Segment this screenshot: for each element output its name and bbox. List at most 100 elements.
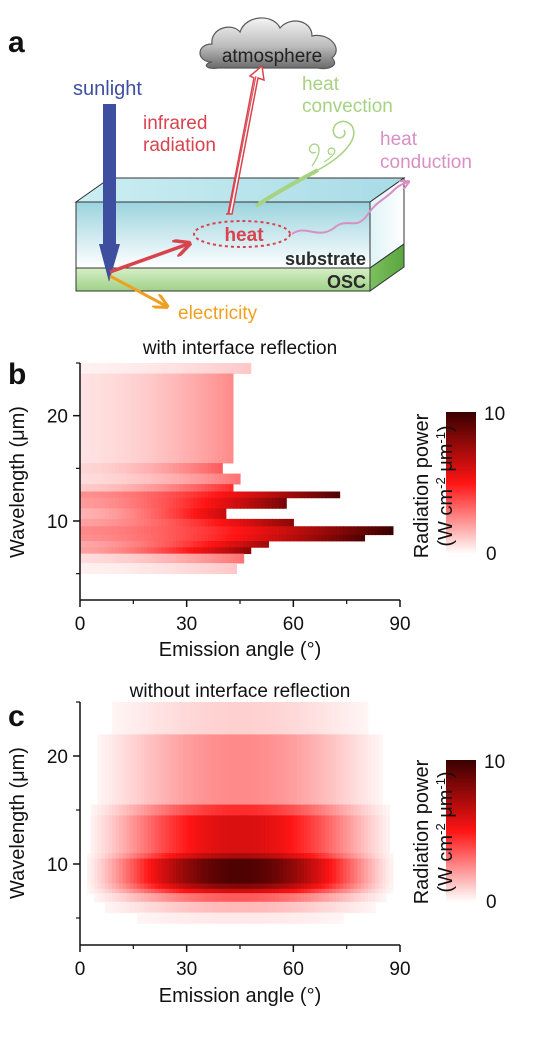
- heatmap-cell: [97, 563, 102, 575]
- heatmap-cell: [247, 363, 252, 374]
- heatmap-cell: [229, 883, 234, 890]
- heatmap-cell: [165, 541, 170, 548]
- heatmap-cell: [129, 804, 134, 816]
- x-tick-label: 90: [389, 959, 410, 980]
- heatmap-cell: [197, 893, 202, 903]
- heatmap-cell: [325, 734, 330, 805]
- heatmap-cell: [168, 553, 174, 564]
- heatmap-cell: [186, 508, 191, 520]
- heatmap-cell: [325, 804, 330, 816]
- heatmap-cell: [165, 912, 170, 924]
- heatmap-cell: [304, 912, 309, 924]
- heatmap-cell: [183, 912, 188, 924]
- heatmap-cell: [126, 373, 131, 464]
- heatmap-cell: [240, 518, 245, 527]
- heatmap-cell: [108, 484, 113, 492]
- atmosphere-cloud-icon: [199, 17, 337, 70]
- heatmap-cell: [378, 883, 383, 890]
- heatmap-cell: [147, 858, 152, 884]
- heatmap-cell: [307, 901, 312, 913]
- heatmap-cell: [282, 534, 287, 542]
- heatmap-cell: [328, 734, 334, 805]
- heatmap-cell: [154, 491, 159, 499]
- heatmap-cell: [200, 734, 206, 805]
- heatmap-cell: [261, 901, 266, 913]
- heatmap-cell: [176, 553, 181, 564]
- heatmap-cell: [176, 484, 181, 492]
- heatmap-cell: [154, 702, 159, 735]
- heatmap-cell: [272, 734, 277, 805]
- heatmap-cell: [240, 541, 245, 548]
- heatmap-cell: [165, 484, 170, 492]
- heatmap-cell: [112, 508, 117, 520]
- heatmap-cell: [293, 815, 298, 854]
- heatmap-cell: [112, 534, 117, 542]
- heatmap-cell: [183, 526, 188, 536]
- heatmap-cell: [208, 518, 213, 527]
- heatmap-cell: [122, 518, 127, 527]
- heatmap-cell: [183, 518, 188, 527]
- heatmap-cell: [179, 883, 184, 890]
- heatmap-cell: [190, 484, 195, 492]
- heatmap-cell: [80, 363, 85, 374]
- heatmap-cell: [232, 491, 238, 499]
- heatmap-cell: [165, 553, 170, 564]
- heatmap-cell: [279, 912, 284, 924]
- heatmap-cell: [115, 518, 120, 527]
- heatmap-cell: [222, 912, 227, 924]
- heatmap-cell: [197, 804, 202, 816]
- heatmap-cell: [129, 553, 134, 564]
- heatmap-cell: [158, 815, 163, 854]
- heatmap-cell: [279, 888, 284, 894]
- panel-b: b with interface reflection 0 30 60 901020 …: [7, 338, 505, 661]
- heatmap-cell: [151, 553, 156, 564]
- osc-layer: [75, 243, 405, 292]
- heatmap-cell: [254, 901, 259, 913]
- heatmap-cell: [257, 883, 262, 890]
- heatmap-cell: [236, 888, 241, 894]
- heatmap-cell: [208, 373, 213, 464]
- heatmap-cell: [314, 534, 319, 542]
- heatmap-cell: [204, 518, 209, 527]
- heatmap-cell: [179, 541, 184, 548]
- heatmap-cell: [368, 883, 373, 890]
- heatmap-cell: [321, 888, 326, 894]
- heatmap-cell: [218, 893, 223, 903]
- heatmap-cell: [112, 553, 117, 564]
- heatmap-cell: [104, 858, 110, 884]
- heatmap-cell: [247, 858, 252, 884]
- heatmap-cell: [240, 912, 245, 924]
- heatmap-cell: [247, 526, 252, 536]
- heatmap-cell: [275, 893, 280, 903]
- heatmap-cell: [176, 815, 181, 854]
- heatmap-cell: [122, 463, 127, 474]
- heatmap-cell: [101, 888, 106, 894]
- heatmap-cell: [275, 883, 280, 890]
- heatmap-cell: [147, 901, 152, 913]
- heatmap-cell: [289, 912, 294, 924]
- heatmap-cell: [168, 888, 174, 894]
- heatmap-cell: [108, 888, 113, 894]
- heatmap-cell: [179, 473, 184, 485]
- heatmap-cell: [247, 853, 252, 859]
- heatmap-cell: [158, 373, 163, 464]
- heatmap-cell: [343, 853, 348, 859]
- heatmap-cell: [350, 888, 355, 894]
- heatmap-cell: [360, 534, 366, 542]
- heatmap-cell: [197, 526, 202, 536]
- heatmap-cell: [186, 883, 191, 890]
- heatmap-cell: [108, 858, 113, 884]
- heatmap-cell: [282, 858, 287, 884]
- heatmap-cell: [179, 518, 184, 527]
- heatmap-cell: [368, 815, 373, 854]
- heatmap-cell: [282, 901, 287, 913]
- heatmap-cell: [83, 518, 88, 527]
- heatmap-cell: [318, 883, 323, 890]
- heatmap-cell: [87, 883, 92, 890]
- heatmap-cell: [311, 815, 316, 854]
- heatmap-cell: [190, 563, 195, 575]
- heatmap-cell: [168, 491, 174, 499]
- heatmap-cell: [250, 888, 255, 894]
- chart-c-title: without interface reflection: [129, 681, 351, 702]
- heatmap-cell: [151, 541, 156, 548]
